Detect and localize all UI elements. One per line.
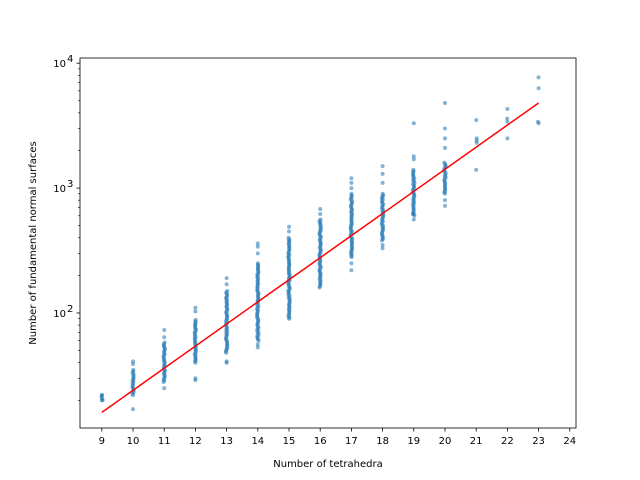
data-point xyxy=(411,154,416,159)
data-point xyxy=(411,157,416,162)
data-point xyxy=(442,136,447,141)
data-point xyxy=(380,171,385,176)
y-tick-exponent: 2 xyxy=(67,304,73,315)
y-tick-exponent: 3 xyxy=(67,179,73,190)
data-point xyxy=(536,121,541,126)
data-point xyxy=(255,251,260,256)
y-axis-label: Number of fundamental normal surfaces xyxy=(28,141,39,344)
data-point xyxy=(505,116,510,121)
x-tick-label: 22 xyxy=(501,436,514,447)
data-point xyxy=(505,119,510,124)
data-point xyxy=(411,212,416,217)
data-point xyxy=(99,398,104,403)
data-point xyxy=(474,118,479,123)
data-point xyxy=(255,244,260,249)
data-points xyxy=(99,75,541,412)
x-axis-ticks: 9 10 11 12 13 14 15 16 17 18 19 20 21 22 23 24 xyxy=(99,428,576,447)
data-point xyxy=(287,224,292,229)
data-point xyxy=(442,100,447,105)
data-point xyxy=(131,407,136,412)
x-axis-label: Number of tetrahedra xyxy=(273,459,382,470)
data-point xyxy=(349,180,354,185)
fit-line-group xyxy=(101,102,539,414)
data-point xyxy=(131,359,136,364)
data-point xyxy=(162,386,167,391)
data-point xyxy=(442,145,447,150)
data-point xyxy=(411,121,416,126)
data-point xyxy=(287,316,292,321)
data-point xyxy=(255,342,260,347)
x-tick-label: 23 xyxy=(532,436,545,447)
data-point xyxy=(193,309,198,314)
x-tick-label: 16 xyxy=(314,436,327,447)
x-tick-label: 17 xyxy=(345,436,358,447)
data-point xyxy=(443,191,448,196)
x-tick-label: 14 xyxy=(251,436,264,447)
x-tick-label: 19 xyxy=(407,436,420,447)
x-tick-label: 18 xyxy=(376,436,389,447)
data-point xyxy=(224,276,229,281)
data-point xyxy=(99,393,104,398)
data-point xyxy=(255,241,260,246)
data-point xyxy=(193,305,198,310)
fit-line xyxy=(101,102,539,414)
data-point xyxy=(380,243,385,248)
data-point xyxy=(161,380,166,385)
data-point xyxy=(536,75,541,80)
data-point xyxy=(379,238,384,243)
data-point xyxy=(349,261,354,266)
x-tick-label: 10 xyxy=(127,436,140,447)
x-tick-label: 9 xyxy=(99,436,105,447)
data-point xyxy=(224,350,229,355)
data-point xyxy=(349,176,354,181)
plot-frame xyxy=(79,57,577,429)
data-point xyxy=(442,198,447,203)
x-tick-label: 12 xyxy=(189,436,202,447)
data-point xyxy=(349,268,354,273)
x-tick-label: 20 xyxy=(439,436,452,447)
data-point xyxy=(442,203,447,208)
data-point xyxy=(193,360,198,365)
data-point xyxy=(349,255,354,260)
data-point xyxy=(442,126,447,131)
data-point xyxy=(349,186,354,191)
data-point xyxy=(162,335,167,340)
data-point xyxy=(287,229,292,234)
y-tick-label: 10 xyxy=(53,59,66,70)
data-point xyxy=(474,140,479,145)
x-tick-label: 15 xyxy=(283,436,296,447)
data-point xyxy=(255,345,260,350)
data-point xyxy=(505,106,510,111)
data-point xyxy=(536,86,541,91)
data-point xyxy=(317,285,322,290)
data-point xyxy=(318,212,323,217)
data-point xyxy=(318,207,323,211)
data-point xyxy=(224,359,229,364)
y-tick-label: 10 xyxy=(53,184,66,195)
x-tick-label: 24 xyxy=(563,436,576,447)
x-tick-label: 21 xyxy=(470,436,483,447)
data-point xyxy=(380,246,385,251)
data-point xyxy=(162,328,167,333)
y-tick-label: 10 xyxy=(53,309,66,320)
data-point xyxy=(411,217,416,222)
y-tick-exponent: 4 xyxy=(67,54,73,65)
data-point xyxy=(256,338,261,343)
data-point xyxy=(130,393,135,398)
data-point xyxy=(380,180,385,185)
data-point xyxy=(380,164,385,169)
data-point xyxy=(224,282,229,287)
x-tick-label: 13 xyxy=(220,436,233,447)
data-point xyxy=(505,136,510,141)
x-tick-label: 11 xyxy=(158,436,171,447)
data-point xyxy=(474,167,479,172)
data-point xyxy=(193,376,198,381)
